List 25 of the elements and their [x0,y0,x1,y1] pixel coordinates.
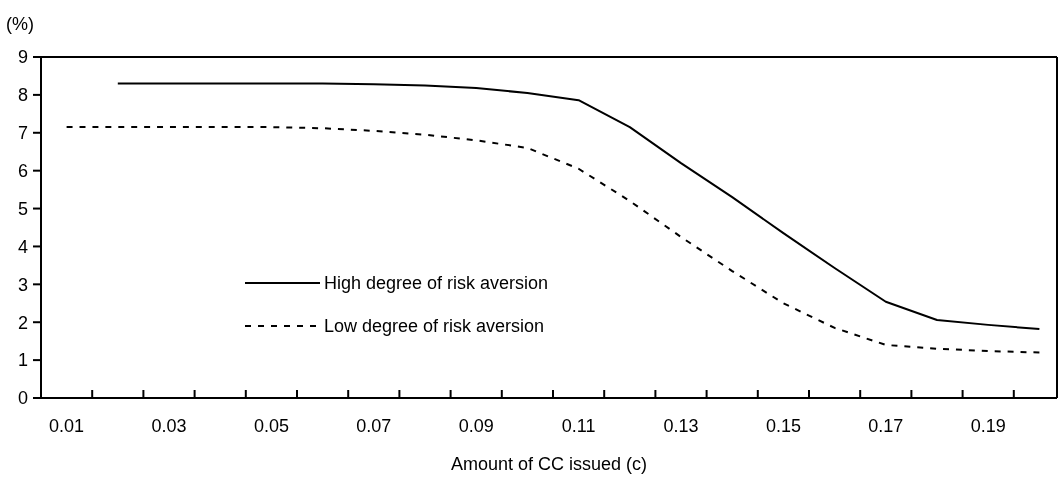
y-tick-label: 6 [17,160,29,181]
y-axis-title: (%) [6,14,34,34]
x-tick-label: 0.01 [49,416,85,436]
x-axis-title: Amount of CC issued (c) [450,454,648,474]
x-tick-label: 0.19 [970,416,1006,436]
x-tick-label: 0.13 [663,416,699,436]
legend-label: Low degree of risk aversion [324,316,545,337]
y-tick-label: 4 [17,236,29,257]
x-tick-label: 0.15 [765,416,801,436]
y-tick-label: 5 [17,198,29,219]
y-tick-label: 2 [17,312,29,333]
y-tick-label: 8 [17,85,29,106]
y-tick-label: 0 [17,388,29,409]
x-tick-label: 0.09 [458,416,494,436]
x-tick-label: 0.03 [151,416,187,436]
line-series [65,126,1041,354]
x-tick-label: 0.05 [253,416,289,436]
y-tick-label: 7 [17,123,29,144]
y-tick-label: 3 [17,274,29,295]
x-tick-label: 0.11 [561,416,596,436]
y-tick-label: 1 [17,350,29,371]
y-tick-label: 9 [17,47,29,68]
legend-label: High degree of risk aversion [324,273,549,294]
x-tick-label: 0.07 [356,416,392,436]
x-tick-label: 0.17 [868,416,904,436]
